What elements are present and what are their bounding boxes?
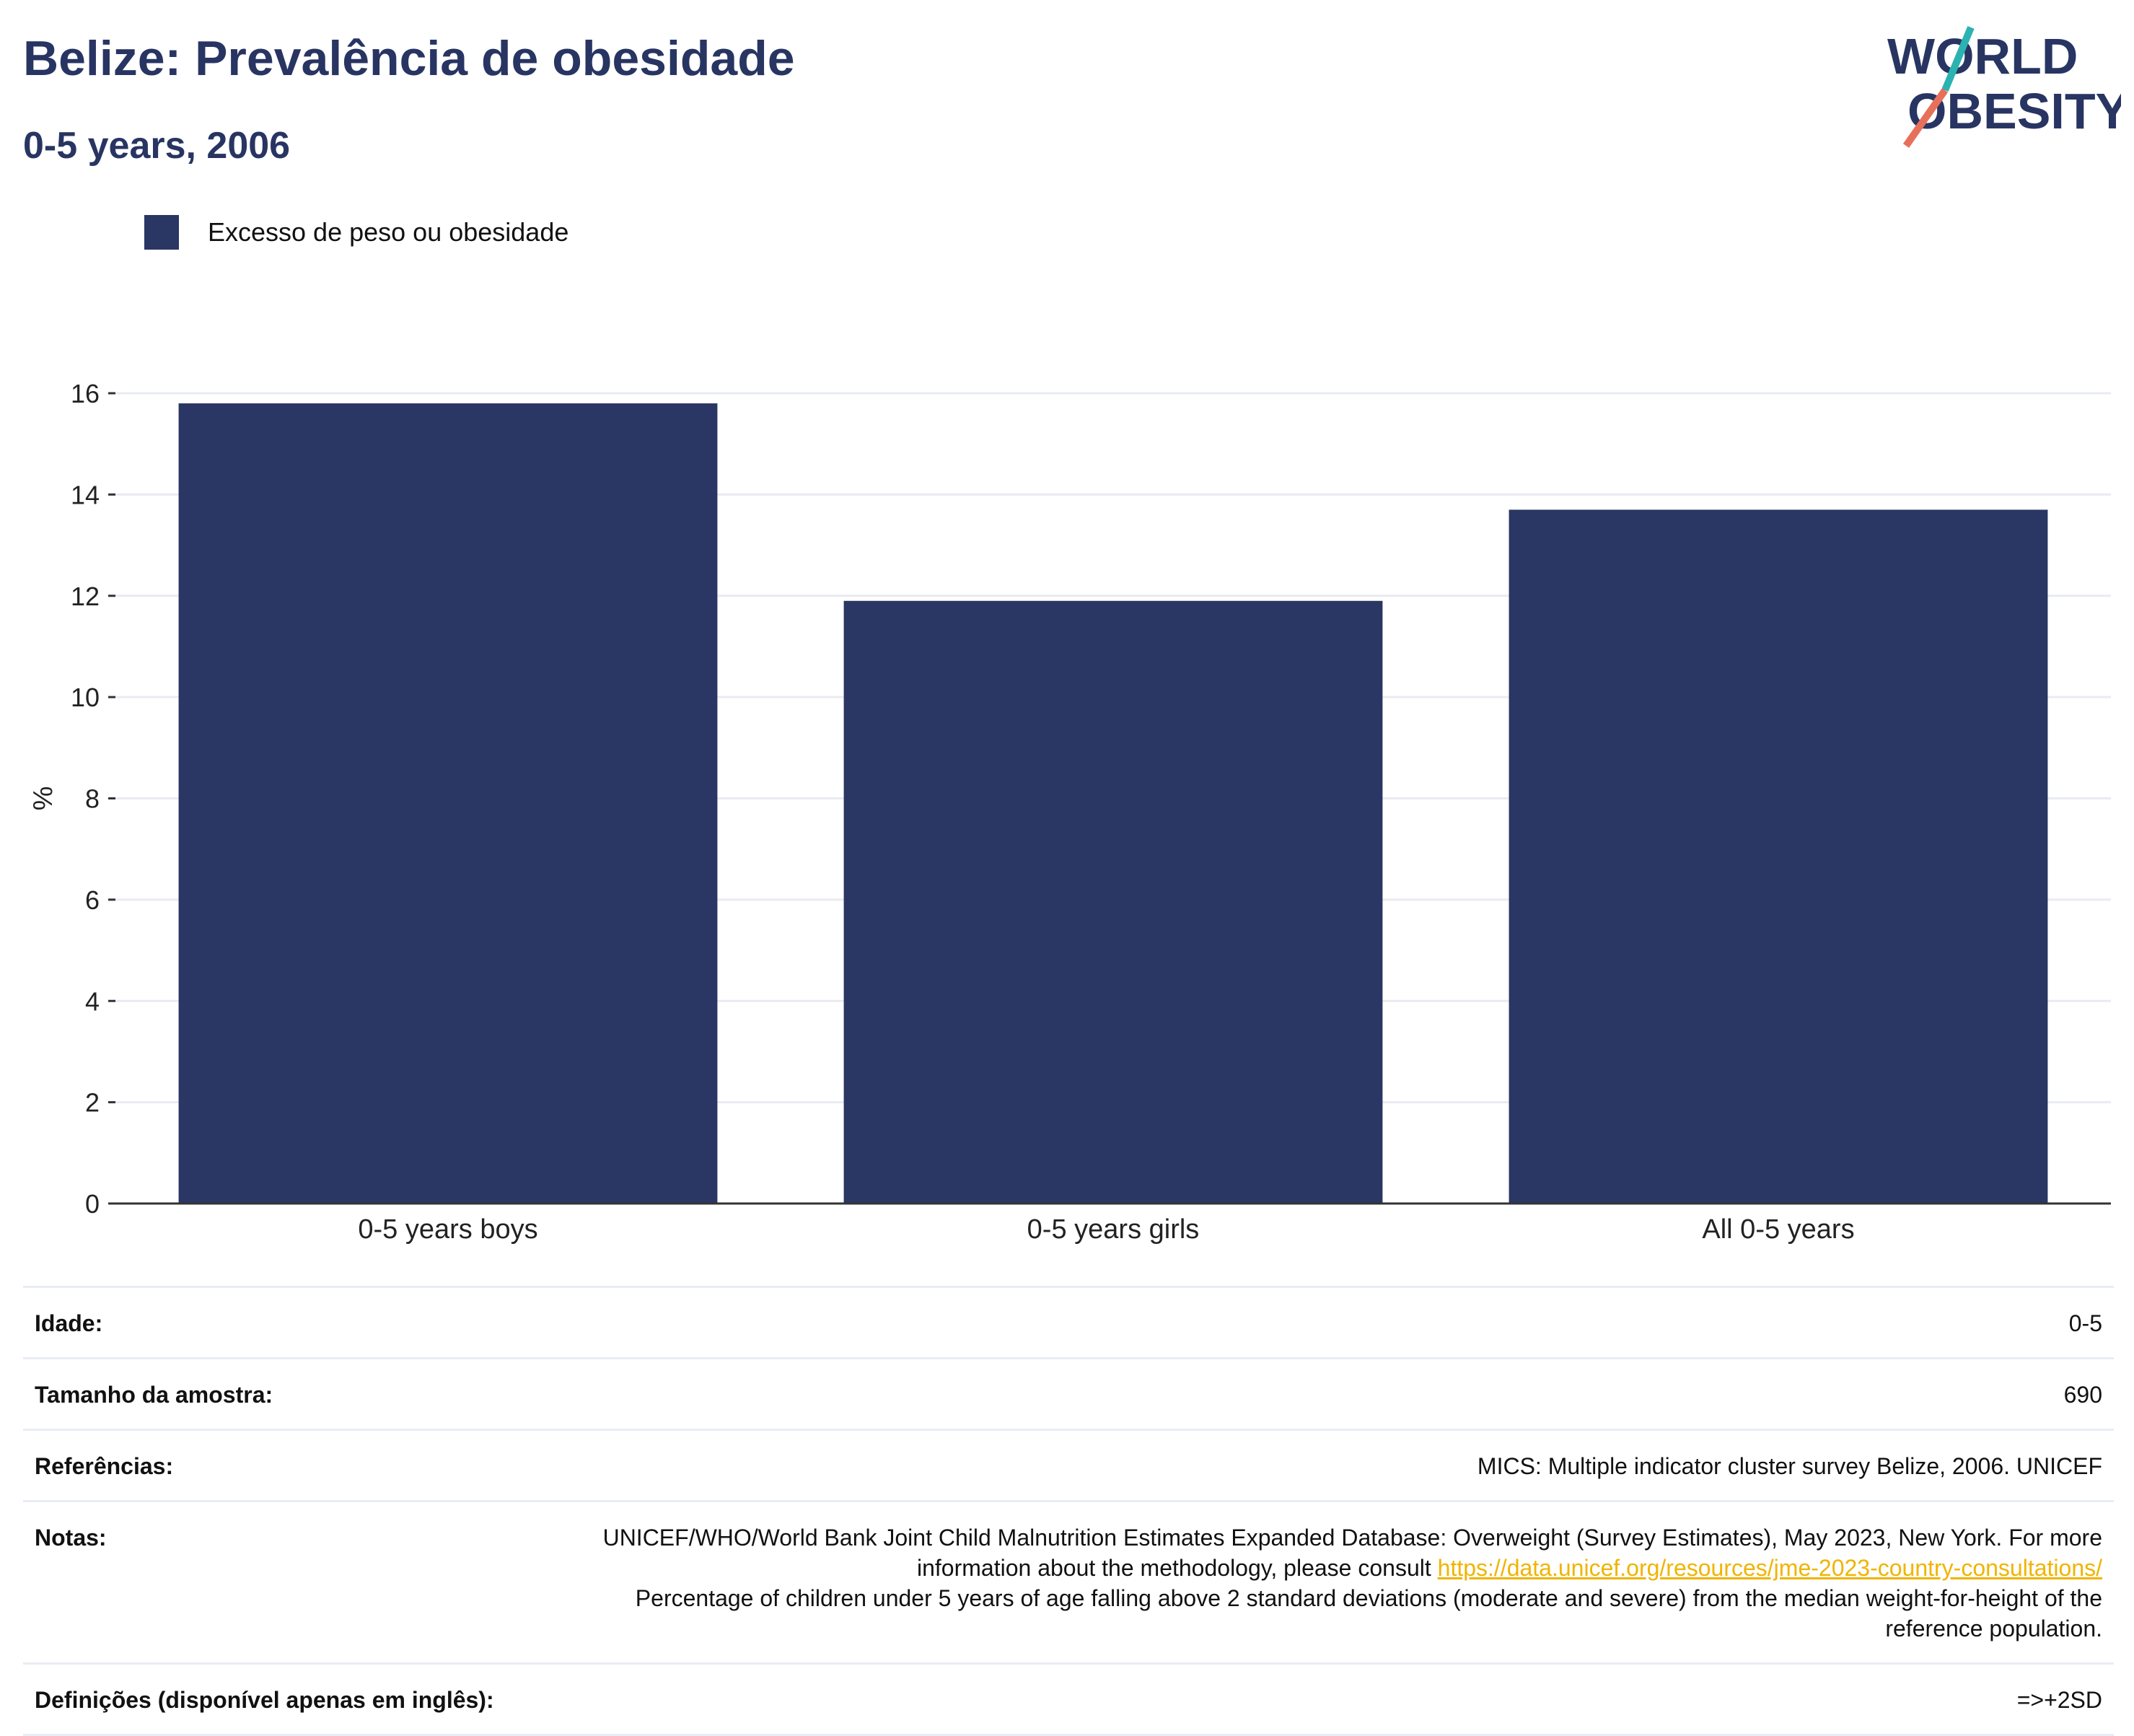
notes-definition-text: Percentage of children under 5 years of … (635, 1585, 2102, 1641)
legend-label: Excesso de peso ou obesidade (208, 217, 569, 247)
info-row-sample-size: Tamanho da amostra: 690 (23, 1357, 2114, 1429)
info-table: Idade: 0-5 Tamanho da amostra: 690 Refer… (23, 1286, 2114, 1736)
bar (843, 600, 1383, 1204)
notes-label: Notas: (35, 1525, 107, 1551)
sample-size-label: Tamanho da amostra: (35, 1382, 273, 1408)
chart-legend: Excesso de peso ou obesidade (144, 215, 568, 250)
y-tick-label: 6 (85, 885, 100, 915)
age-value: 0-5 (2068, 1310, 2102, 1336)
y-tick-label: 4 (85, 986, 100, 1016)
logo-line2: OBESITY (1907, 83, 2121, 139)
x-tick-label: 0-5 years boys (358, 1214, 537, 1245)
info-row-notes: Notas: UNICEF/WHO/World Bank Joint Child… (23, 1500, 2114, 1662)
chart-subtitle: 0-5 years, 2006 (23, 125, 291, 167)
notes-value: UNICEF/WHO/World Bank Joint Child Malnut… (602, 1522, 2102, 1644)
logo-slash-teal (1941, 26, 1975, 92)
references-value: MICS: Multiple indicator cluster survey … (1477, 1453, 2102, 1479)
info-row-definitions: Definições (disponível apenas em inglês)… (23, 1662, 2114, 1736)
bar (1509, 509, 2048, 1204)
y-tick-label: 0 (85, 1189, 100, 1219)
bar-chart: 0 2 4 6 8 10 12 14 16% 0-5 years boys 0-5 years gi… (28, 379, 2111, 1245)
y-tick-label: 14 (71, 480, 100, 509)
info-row-age: Idade: 0-5 (23, 1286, 2114, 1357)
y-tick-label: 16 (71, 379, 100, 408)
definitions-value: =>+2SD (2016, 1687, 2102, 1713)
logo-slash-coral (1902, 88, 1949, 148)
legend-swatch (144, 215, 179, 250)
y-axis-label: % (28, 786, 58, 811)
sample-size-value: 690 (2063, 1382, 2102, 1408)
methodology-link[interactable]: https://data.unicef.org/resources/jme-20… (1437, 1555, 2102, 1581)
y-tick-label: 8 (85, 784, 100, 814)
info-row-references: Referências: MICS: Multiple indicator cl… (23, 1429, 2114, 1500)
y-tick-label: 10 (71, 683, 100, 712)
x-tick-label: 0-5 years girls (1027, 1214, 1200, 1245)
x-tick-label: All 0-5 years (1702, 1214, 1854, 1245)
notes-text: UNICEF/WHO/World Bank Joint Child Malnut… (602, 1525, 2102, 1581)
definitions-label: Definições (disponível apenas em inglês)… (35, 1687, 494, 1713)
age-label: Idade: (35, 1310, 103, 1336)
y-tick-label: 2 (85, 1088, 100, 1118)
world-obesity-logo: WORLD OBESITY (1887, 26, 2121, 148)
references-label: Referências: (35, 1453, 174, 1479)
bar (178, 403, 718, 1204)
y-tick-label: 12 (71, 582, 100, 611)
logo-line1: WORLD (1887, 28, 2078, 84)
chart-title: Belize: Prevalência de obesidade (23, 31, 795, 86)
